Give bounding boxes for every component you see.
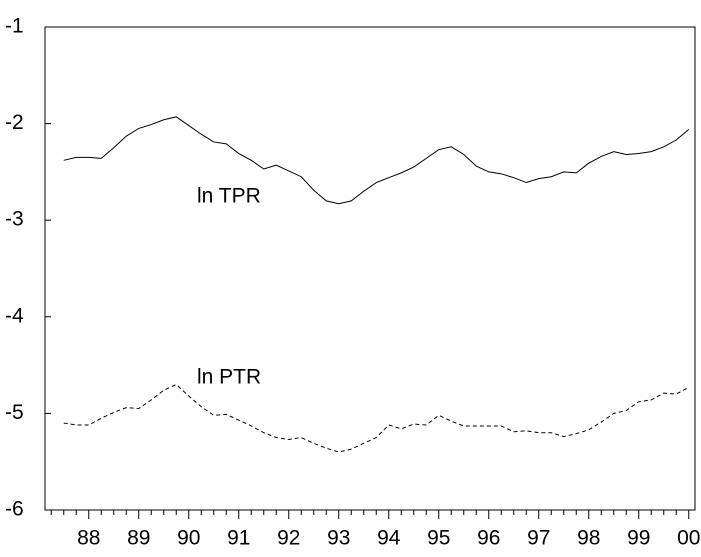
y-tick-label: -3 bbox=[5, 208, 24, 231]
x-tick-label: 97 bbox=[527, 527, 550, 550]
x-tick-label: 89 bbox=[127, 527, 150, 550]
y-tick-label: -2 bbox=[5, 111, 24, 134]
y-tick-label: -6 bbox=[5, 498, 24, 521]
x-tick-label: 99 bbox=[627, 527, 650, 550]
x-tick-label: 00 bbox=[677, 527, 700, 550]
annotation: ln PTR bbox=[197, 366, 261, 389]
x-tick-label: 95 bbox=[427, 527, 450, 550]
x-tick-label: 91 bbox=[227, 527, 250, 550]
x-tick-label: 96 bbox=[477, 527, 500, 550]
x-tick-label: 98 bbox=[577, 527, 600, 550]
annotation: ln TPR bbox=[197, 185, 261, 208]
y-tick-label: -1 bbox=[5, 15, 24, 38]
x-tick-label: 88 bbox=[77, 527, 100, 550]
y-tick-label: -5 bbox=[5, 401, 24, 424]
x-tick-label: 93 bbox=[327, 527, 350, 550]
series-line bbox=[63, 383, 689, 453]
x-tick-label: 94 bbox=[377, 527, 401, 550]
x-tick-label: 90 bbox=[177, 527, 200, 550]
plot-frame bbox=[44, 26, 696, 511]
y-tick-label: -4 bbox=[5, 304, 24, 327]
x-tick-label: 92 bbox=[277, 527, 300, 550]
series-line bbox=[63, 116, 690, 205]
